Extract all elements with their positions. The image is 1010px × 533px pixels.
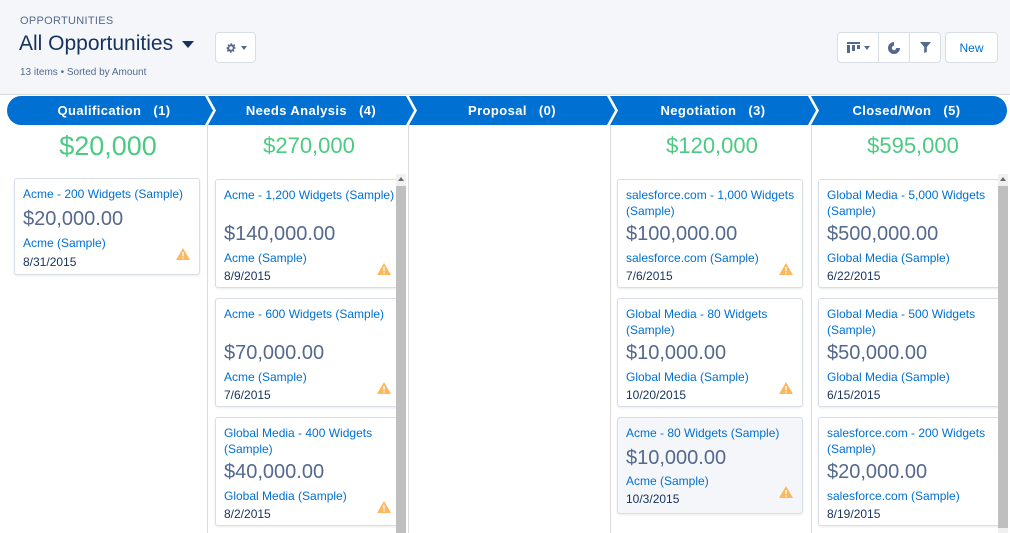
account-name-link[interactable]: salesforce.com (Sample) [626, 251, 759, 265]
close-date: 8/19/2015 [827, 507, 881, 521]
gear-icon [226, 42, 235, 53]
close-date: 6/22/2015 [827, 269, 881, 283]
stage-total-qualification: $20,000 [59, 131, 157, 161]
opportunity-name-link[interactable]: Acme - 200 Widgets (Sample) [23, 187, 184, 201]
stage-label-negotiation[interactable]: Negotiation (3) [660, 103, 766, 118]
warning-icon [779, 486, 793, 498]
opportunity-amount: $40,000.00 [224, 461, 325, 483]
opportunity-card[interactable]: Global Media - 500 Widgets (Sample) $50,… [818, 298, 1004, 407]
stage-total-closed-won: $595,000 [867, 133, 959, 158]
close-date: 10/20/2015 [626, 388, 687, 402]
scroll-up-icon[interactable] [998, 174, 1008, 184]
opportunity-amount: $20,000.00 [23, 208, 124, 230]
stage-chevron-needs-analysis[interactable] [208, 96, 414, 125]
stage-label-needs-analysis[interactable]: Needs Analysis (4) [245, 103, 377, 118]
stage-chevron-qualification[interactable] [7, 96, 213, 125]
opportunity-name-link[interactable]: Acme - 1,200 Widgets (Sample) [224, 188, 395, 202]
new-opportunity-button[interactable]: New [945, 32, 998, 63]
opportunity-amount: $70,000.00 [224, 342, 325, 364]
page-header: OPPORTUNITIES All Opportunities 13 items… [0, 0, 1010, 95]
opportunity-card[interactable]: Acme - 600 Widgets (Sample) $70,000.00 A… [215, 298, 401, 407]
column-divider [207, 125, 208, 533]
account-name-link[interactable]: Acme (Sample) [626, 474, 709, 488]
list-summary: 13 items • Sorted by Amount [20, 67, 147, 78]
column-scrollbar-thumb[interactable] [396, 186, 406, 533]
opportunity-name-link[interactable]: Acme - 600 Widgets (Sample) [224, 307, 385, 321]
stage-total-negotiation: $120,000 [666, 133, 758, 158]
warning-icon [176, 248, 190, 260]
opportunity-name-link[interactable]: Global Media - 400 Widgets (Sample) [224, 426, 373, 456]
opportunity-name-link[interactable]: Global Media - 80 Widgets (Sample) [626, 307, 768, 337]
opportunity-amount: $20,000.00 [827, 461, 928, 483]
object-eyebrow: OPPORTUNITIES [20, 15, 114, 27]
stage-label-proposal[interactable]: Proposal (0) [468, 103, 556, 118]
account-name-link[interactable]: salesforce.com (Sample) [827, 489, 960, 503]
opportunity-card[interactable]: Global Media - 5,000 Widgets (Sample) $5… [818, 179, 1004, 288]
opportunity-card[interactable]: Acme - 200 Widgets (Sample) $20,000.00 A… [14, 178, 200, 275]
chevron-down-icon [863, 45, 870, 50]
chart-icon [888, 41, 900, 54]
list-view-selector[interactable]: All Opportunities [19, 32, 195, 56]
warning-icon [377, 501, 391, 513]
opportunity-card[interactable]: Acme - 1,200 Widgets (Sample) $140,000.0… [215, 179, 401, 288]
scroll-up-icon[interactable] [396, 174, 406, 184]
chevron-down-icon [240, 45, 247, 50]
stage-label-qualification[interactable]: Qualification (1) [57, 103, 171, 118]
stage-chevron-negotiation[interactable] [610, 96, 816, 125]
column-divider [408, 125, 409, 533]
column-scrollbar-thumb[interactable] [998, 186, 1008, 528]
opportunity-amount: $50,000.00 [827, 342, 928, 364]
opportunity-amount: $140,000.00 [224, 223, 336, 245]
account-name-link[interactable]: Acme (Sample) [23, 236, 106, 250]
chevron-down-icon[interactable] [182, 40, 195, 48]
opportunity-name-link[interactable]: salesforce.com - 1,000 Widgets (Sample) [626, 188, 795, 218]
close-date: 8/31/2015 [23, 255, 77, 269]
close-date: 6/15/2015 [827, 388, 881, 402]
stage-path: Qualification (1) Needs Analysis (4) Pro… [7, 96, 1007, 125]
display-as-kanban-button[interactable] [837, 32, 879, 63]
account-name-link[interactable]: Global Media (Sample) [827, 251, 950, 265]
warning-icon [779, 382, 793, 394]
close-date: 8/9/2015 [224, 269, 271, 283]
stage-chevron-closed-won[interactable] [811, 96, 1007, 125]
show-charts-button[interactable] [879, 32, 910, 63]
opportunity-name-link[interactable]: Global Media - 5,000 Widgets (Sample) [827, 188, 986, 218]
opportunity-amount: $10,000.00 [626, 342, 727, 364]
close-date: 8/2/2015 [224, 507, 271, 521]
column-divider [811, 125, 812, 533]
page-title[interactable]: All Opportunities [19, 32, 174, 55]
close-date: 7/6/2015 [224, 388, 271, 402]
opportunity-name-link[interactable]: Global Media - 500 Widgets (Sample) [827, 307, 976, 337]
opportunity-amount: $100,000.00 [626, 223, 738, 245]
filter-button[interactable] [910, 32, 941, 63]
opportunity-card[interactable]: Global Media - 80 Widgets (Sample) $10,0… [617, 298, 803, 407]
opportunity-card[interactable]: Acme - 80 Widgets (Sample) $10,000.00 Ac… [617, 417, 803, 514]
opportunity-amount: $10,000.00 [626, 447, 727, 469]
stage-total-needs-analysis: $270,000 [263, 133, 355, 158]
account-name-link[interactable]: Global Media (Sample) [224, 489, 347, 503]
account-name-link[interactable]: Global Media (Sample) [626, 370, 749, 384]
opportunity-name-link[interactable]: Acme - 80 Widgets (Sample) [626, 426, 780, 440]
opportunity-card[interactable]: Global Media - 400 Widgets (Sample) $40,… [215, 417, 401, 526]
opportunity-card[interactable]: salesforce.com - 1,000 Widgets (Sample) … [617, 179, 803, 288]
account-name-link[interactable]: Acme (Sample) [224, 370, 307, 384]
warning-icon [377, 263, 391, 275]
list-view-controls-button[interactable] [215, 32, 256, 63]
column-divider [610, 125, 611, 533]
opportunity-amount: $500,000.00 [827, 223, 939, 245]
opportunity-card[interactable]: salesforce.com - 200 Widgets (Sample) $2… [818, 417, 1004, 526]
account-name-link[interactable]: Global Media (Sample) [827, 370, 950, 384]
close-date: 7/6/2015 [626, 269, 673, 283]
kanban-icon [846, 42, 860, 53]
account-name-link[interactable]: Acme (Sample) [224, 251, 307, 265]
close-date: 10/3/2015 [626, 492, 680, 506]
stage-label-closed-won[interactable]: Closed/Won (5) [852, 103, 961, 118]
opportunity-name-link[interactable]: salesforce.com - 200 Widgets (Sample) [827, 426, 986, 456]
warning-icon [377, 382, 391, 394]
warning-icon [779, 263, 793, 275]
stage-chevron-proposal[interactable] [409, 96, 615, 125]
filter-icon [919, 42, 931, 53]
